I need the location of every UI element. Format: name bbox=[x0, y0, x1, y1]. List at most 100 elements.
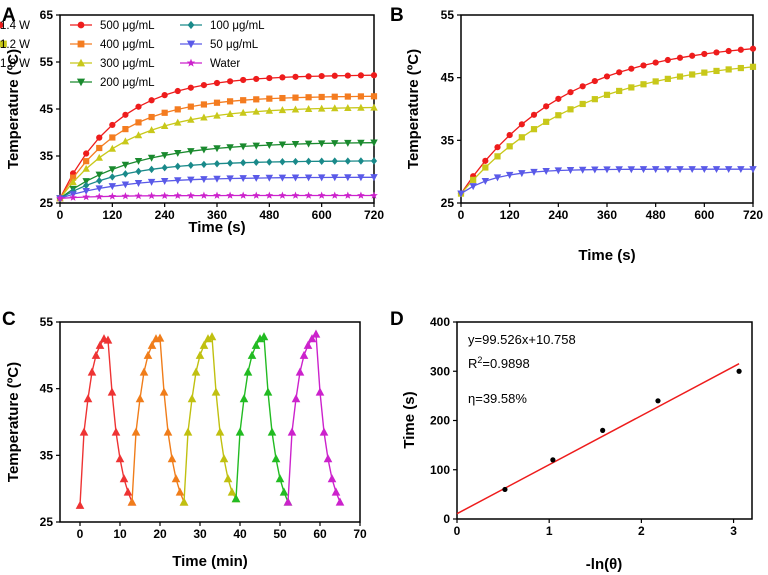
x-tick-label: 120 bbox=[500, 208, 520, 222]
data-point bbox=[267, 427, 277, 436]
x-tick-label: 600 bbox=[312, 208, 332, 222]
series-group-a bbox=[56, 72, 378, 203]
x-tick-label: 0 bbox=[57, 208, 64, 222]
data-point bbox=[240, 158, 247, 167]
data-point bbox=[628, 65, 635, 72]
data-point bbox=[518, 134, 525, 141]
data-point bbox=[652, 78, 659, 85]
data-point bbox=[304, 140, 313, 148]
data-point bbox=[108, 166, 117, 174]
data-point bbox=[640, 81, 647, 88]
plot-frame-b bbox=[460, 14, 754, 204]
data-point bbox=[317, 191, 326, 199]
data-point bbox=[304, 191, 313, 199]
data-point bbox=[493, 174, 502, 182]
data-point bbox=[676, 73, 684, 80]
data-point bbox=[357, 103, 365, 111]
data-point bbox=[135, 103, 142, 110]
data-point bbox=[481, 177, 490, 185]
data-point bbox=[135, 394, 145, 403]
data-point bbox=[195, 350, 205, 359]
data-point bbox=[737, 166, 745, 174]
data-point bbox=[603, 166, 611, 174]
data-point bbox=[749, 63, 757, 70]
x-tick-label: 0 bbox=[454, 524, 461, 538]
y-axis-title-d: Time (s) bbox=[401, 391, 418, 448]
y-tick-label: 25 bbox=[40, 515, 54, 529]
data-point bbox=[736, 368, 742, 374]
plot-frame-c bbox=[59, 321, 361, 523]
data-point bbox=[327, 474, 337, 483]
data-point bbox=[304, 174, 313, 182]
data-point bbox=[331, 174, 339, 182]
data-point bbox=[713, 67, 720, 75]
data-point bbox=[502, 486, 508, 493]
data-point bbox=[543, 103, 550, 110]
data-point bbox=[603, 73, 611, 80]
data-point bbox=[749, 45, 757, 52]
data-point bbox=[226, 78, 234, 85]
data-point bbox=[505, 171, 514, 179]
data-point bbox=[226, 175, 234, 183]
x-tick-label: 50 bbox=[273, 527, 287, 541]
data-point bbox=[240, 76, 247, 84]
data-point bbox=[271, 454, 281, 463]
data-point bbox=[307, 334, 317, 343]
data-point bbox=[83, 394, 93, 403]
data-point bbox=[287, 427, 297, 436]
panel-b: B 0 120 240 360 480 600 720 25 35 45 55 1.4 W 1.2 W… bbox=[0, 5, 763, 264]
data-point bbox=[265, 191, 274, 199]
x-axis-title-b: Time (s) bbox=[578, 247, 635, 264]
data-point bbox=[331, 140, 339, 148]
data-point bbox=[200, 101, 208, 108]
data-point bbox=[357, 93, 365, 100]
data-point bbox=[518, 170, 526, 178]
data-point bbox=[713, 49, 720, 56]
x-tick-label: 0 bbox=[458, 208, 465, 222]
data-point bbox=[187, 161, 194, 170]
data-point bbox=[299, 350, 309, 359]
data-point bbox=[566, 167, 575, 174]
data-point bbox=[122, 170, 129, 178]
data-point bbox=[627, 166, 636, 174]
data-point bbox=[331, 104, 339, 112]
data-point bbox=[317, 104, 326, 112]
data-point bbox=[482, 164, 489, 171]
panel-label-d: D bbox=[390, 309, 404, 330]
data-point bbox=[239, 191, 247, 199]
data-point bbox=[213, 111, 221, 119]
data-point bbox=[265, 174, 274, 182]
data-point bbox=[95, 171, 103, 179]
data-point bbox=[292, 157, 299, 166]
data-point bbox=[227, 487, 237, 496]
data-point bbox=[174, 177, 182, 185]
ticks-a: 0 120 240 360 480 600 720 25 35 45 55 65 bbox=[40, 8, 385, 222]
data-point bbox=[239, 394, 249, 403]
data-point bbox=[676, 166, 684, 174]
y-tick-label: 45 bbox=[40, 382, 54, 396]
data-point bbox=[148, 97, 155, 104]
r-squared-prefix: R bbox=[468, 356, 477, 371]
data-point bbox=[317, 140, 326, 148]
data-point bbox=[265, 106, 274, 114]
data-point bbox=[530, 111, 538, 118]
data-point bbox=[725, 66, 732, 73]
data-point bbox=[134, 191, 143, 200]
data-point bbox=[131, 427, 141, 436]
panel-a: A 0 120 240 360 480 600 720 25 35 45 55 65 500 μg/m… bbox=[2, 5, 384, 236]
legend-label: Water bbox=[210, 58, 240, 70]
data-point bbox=[134, 180, 143, 188]
data-point bbox=[108, 183, 117, 191]
data-point bbox=[96, 134, 103, 141]
data-point bbox=[240, 97, 247, 104]
data-point bbox=[370, 93, 378, 100]
data-point bbox=[161, 92, 168, 99]
x-tick-label: 40 bbox=[233, 527, 247, 541]
data-point bbox=[111, 427, 121, 436]
legend-label: 1.0 W bbox=[0, 58, 30, 70]
x-axis-title-a: Time (s) bbox=[188, 219, 245, 236]
data-point bbox=[628, 84, 635, 91]
data-point bbox=[700, 166, 709, 174]
data-point bbox=[344, 104, 352, 112]
data-point bbox=[87, 367, 97, 376]
